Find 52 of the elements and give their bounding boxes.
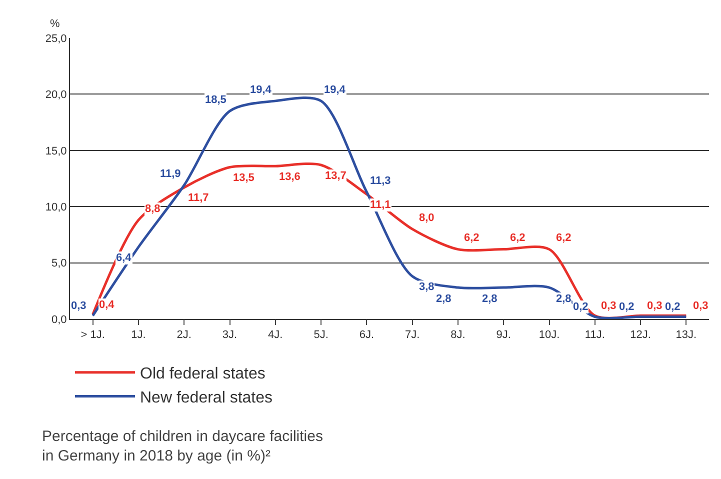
data-label: 8,8 [145, 203, 160, 215]
y-tick-label: 0,0 [52, 314, 67, 326]
data-label: 11,9 [160, 168, 181, 180]
data-label: 18,5 [205, 94, 226, 106]
x-tick-label: 7J. [404, 329, 420, 342]
data-label: 11,1 [370, 199, 391, 211]
x-tick-label: 5J. [314, 329, 328, 342]
data-label: 2,8 [436, 293, 452, 305]
data-label: 8,0 [419, 212, 434, 224]
data-label: 13,5 [233, 172, 254, 184]
x-tick-label: 12J. [630, 329, 651, 342]
data-label: 6,2 [510, 232, 526, 244]
data-label: 13,6 [279, 171, 300, 183]
x-tick-label: 6J. [359, 329, 374, 342]
legend-label: New federal states [140, 389, 273, 406]
y-tick-label: 10,0 [45, 201, 67, 214]
data-label: 13,7 [325, 170, 346, 182]
y-axis-title: % [50, 18, 60, 30]
y-tick-label: 15,0 [45, 145, 67, 158]
x-tick-label: 13J. [676, 329, 697, 342]
data-label: 0,3 [71, 300, 86, 312]
data-label: 0,3 [601, 300, 616, 312]
data-label: 6,4 [116, 252, 132, 264]
y-tick-label: 20,0 [45, 89, 67, 102]
x-tick-label: 1J. [131, 329, 146, 342]
data-label: 6,2 [464, 232, 480, 244]
data-label: 2,8 [482, 293, 498, 305]
x-tick-label: 2J. [176, 329, 192, 342]
data-label: 11,3 [370, 175, 391, 187]
x-tick-label: 11J. [584, 329, 605, 342]
x-tick-label: > 1J. [80, 329, 105, 342]
x-tick-label: 10J. [538, 329, 560, 342]
x-tick-label: 3J. [222, 329, 238, 342]
data-label: 0,4 [99, 299, 116, 311]
data-label: 0,2 [665, 301, 680, 313]
data-label: 19,4 [250, 84, 272, 96]
data-label: 2,8 [556, 293, 572, 305]
data-label: 6,2 [556, 232, 572, 244]
data-label: 0,2 [619, 301, 634, 313]
y-tick-label: 25,0 [45, 32, 67, 45]
text: Percentage of children in daycare facilities in Germany in 2018 by age (in %)² [42, 428, 323, 464]
data-label: 0,3 [693, 300, 708, 312]
legend-label: Old federal states [140, 366, 266, 383]
x-tick-label: 4J. [268, 329, 283, 342]
data-label: 0,3 [647, 300, 662, 312]
data-label: 0,2 [573, 301, 588, 313]
data-label: 11,7 [188, 192, 209, 204]
data-label: 3,8 [419, 281, 434, 293]
y-tick-label: 5,0 [52, 258, 67, 270]
data-label: 19,4 [324, 84, 346, 96]
x-tick-label: 9J. [496, 329, 511, 342]
x-tick-label: 8J. [450, 329, 466, 342]
